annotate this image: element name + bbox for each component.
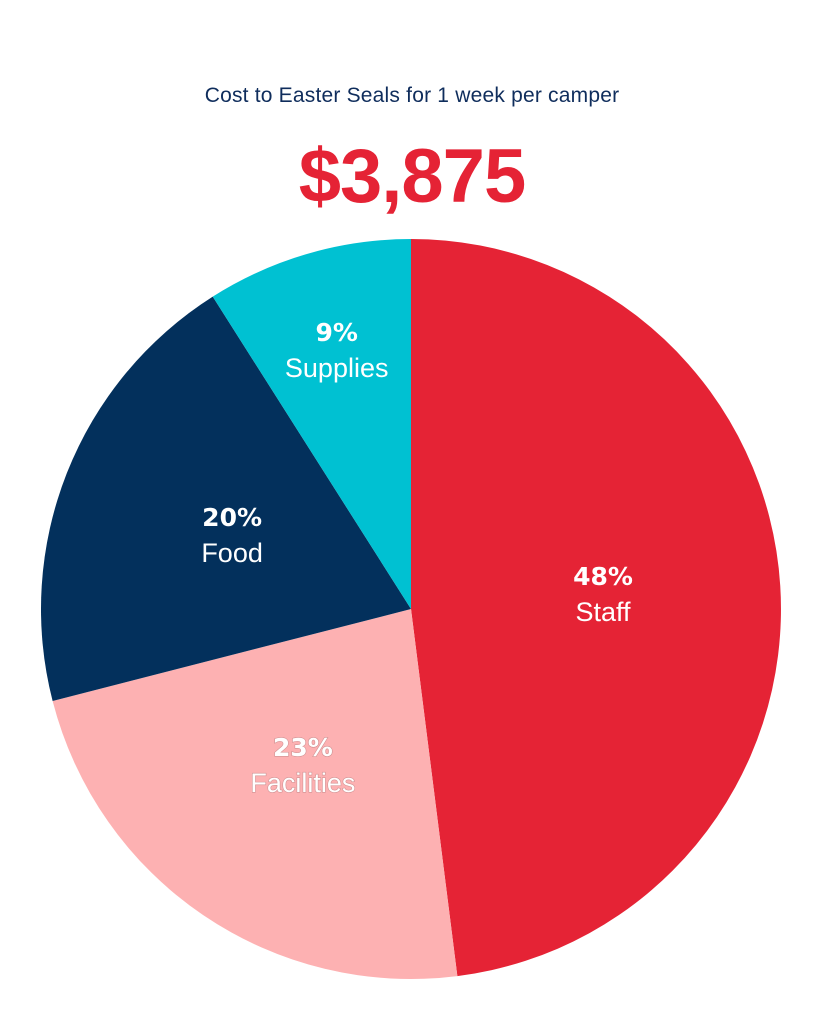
slice-percent-label: 23% [273, 733, 333, 762]
slice-percent-label: 20% [202, 503, 262, 532]
slice-percent-label: 9% [315, 318, 357, 347]
slice-percent-label: 48% [573, 562, 633, 591]
pie-slice-staff [411, 239, 781, 977]
pie-slices [40, 239, 781, 979]
slice-name-label: Facilities [250, 768, 355, 798]
pie-slice-supplies [212, 239, 411, 609]
total-cost: $3,875 [298, 134, 526, 219]
pie-slice-food [40, 296, 412, 702]
chart-subtitle: Cost to Easter Seals for 1 week per camp… [204, 84, 620, 107]
slice-name-label: Staff [575, 597, 631, 627]
slice-name-label: Supplies [285, 353, 389, 383]
pie-slice-facilities [52, 609, 458, 979]
pie-labels: 48% Staff 23% Facilities 20% Food 9% Supplies [201, 318, 633, 798]
slice-name-label: Food [201, 538, 263, 568]
